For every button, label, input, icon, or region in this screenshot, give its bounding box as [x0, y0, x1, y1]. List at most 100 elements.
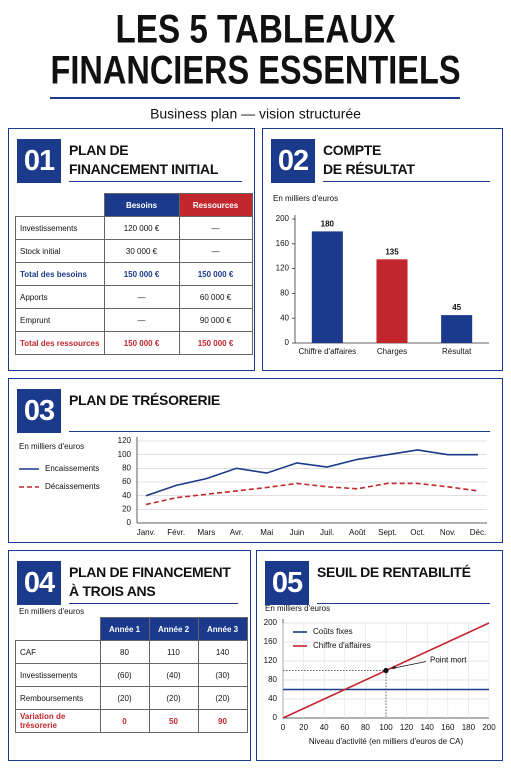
table-cell: (20) — [148, 686, 199, 710]
table-row: Remboursements (20) (20) (20) — [15, 686, 248, 710]
table-header-row: Année 1 Année 2 Année 3 — [16, 617, 248, 641]
x-tick-label: Févr. — [167, 528, 185, 537]
table-cell: 140 — [197, 640, 248, 664]
y-tick-label: 40 — [280, 313, 289, 322]
table-cell: 150 000 € — [103, 331, 180, 355]
annotation-arrowhead — [391, 665, 396, 669]
table-cell: 60 000 € — [178, 285, 253, 309]
row-label: Apports — [15, 285, 105, 309]
table-cell: (60) — [99, 663, 150, 687]
bar — [441, 315, 473, 343]
column-header: Besoins — [103, 193, 180, 217]
y-tick-label: 200 — [264, 618, 278, 627]
panel-number: 04 — [17, 561, 61, 605]
title-line: LES 5 TABLEAUX — [116, 8, 396, 52]
table-cell: 50 — [148, 709, 199, 733]
table-cell: (20) — [197, 686, 248, 710]
value-label: 135 — [385, 247, 399, 256]
y-tick-label: 80 — [280, 289, 289, 298]
y-axis-label: En milliers d'euros — [273, 194, 338, 203]
y-tick-label: 120 — [276, 264, 290, 273]
table: Année 1 Année 2 Année 3 CAF 80 110 140 Investis… — [15, 617, 248, 733]
table-corner — [16, 618, 101, 641]
column-header: Ressources — [178, 193, 253, 217]
title-line: FINANCIERS ESSENTIELS — [51, 49, 461, 93]
annotation-arrow — [391, 661, 427, 669]
y-tick-label: 160 — [276, 239, 290, 248]
x-tick-label: 120 — [400, 723, 414, 732]
x-tick-label: Oct. — [410, 528, 425, 537]
y-axis-label: En milliers d'euros — [265, 604, 330, 613]
panel-title: SEUIL DE RENTABILITÉ — [317, 563, 490, 604]
panel-title-line: PLAN DE — [69, 142, 129, 158]
panel-title: PLAN DE FINANCEMENT À TROIS ANS — [69, 563, 238, 604]
panel-title: PLAN DE TRÉSORERIE — [69, 391, 490, 432]
bar — [311, 231, 343, 343]
chart: En milliers d'euros 0 20 40 60 80 100 120 Janv. F… — [19, 436, 487, 537]
x-tick-label: 140 — [421, 723, 435, 732]
x-tick-label: Mai — [260, 528, 273, 537]
row-label: Emprunt — [15, 308, 105, 332]
panel: 01 PLAN DE FINANCEMENT INITIAL Besoins Resso… — [8, 128, 255, 371]
row-label: Variation de trésorerie — [15, 709, 101, 733]
bar — [376, 259, 408, 343]
column-header: Année 1 — [99, 617, 150, 641]
panel-title-line: PLAN DE TRÉSORERIE — [69, 392, 220, 408]
x-tick-label: Résultat — [441, 347, 472, 356]
table-corner — [16, 194, 105, 217]
panel-number: 05 — [265, 561, 309, 605]
subtitle: Business plan — vision structurée — [150, 106, 361, 122]
panel-number: 02 — [271, 139, 315, 183]
table-row: Stock initial 30 000 € — — [15, 239, 253, 263]
series-line — [145, 449, 478, 497]
table-cell: — — [103, 308, 180, 332]
row-label: Total des besoins — [15, 262, 105, 286]
panel: 02 COMPTE DE RÉSULTAT En milliers d'euros 0 4… — [262, 128, 503, 371]
annotation-label: Point mort — [430, 656, 467, 665]
y-tick-label: 40 — [122, 491, 131, 500]
x-tick-label: Chiffre d'affaires — [298, 347, 357, 356]
row-label: CAF — [15, 640, 101, 664]
table-cell: 110 — [148, 640, 199, 664]
x-tick-label: Janv. — [137, 528, 156, 537]
legend-label: Chiffre d'affaires — [313, 641, 371, 650]
x-tick-label: Mars — [197, 528, 215, 537]
row-label: Remboursements — [15, 686, 101, 710]
x-tick-label: 60 — [340, 723, 349, 732]
table-cell: 80 — [99, 640, 150, 664]
y-tick-label: 0 — [127, 518, 132, 527]
x-tick-label: Juil. — [320, 528, 334, 537]
legend-label: Coûts fixes — [313, 627, 353, 636]
panel-title-line: DE RÉSULTAT — [323, 161, 415, 177]
legend-label: Encaissements — [45, 464, 99, 473]
chart: En milliers d'euros 0 40 80 120 160 200 0 20 40 60… — [264, 604, 497, 746]
x-tick-label: Août — [349, 528, 366, 537]
x-tick-label: Avr. — [230, 528, 244, 537]
y-axis-label: En milliers d'euros — [19, 442, 84, 451]
table-header-row: Besoins Ressources — [16, 193, 253, 217]
panel-number: 03 — [17, 389, 61, 433]
series-line — [145, 482, 479, 506]
category-label-box: Chiffre d'affaires — [298, 347, 357, 356]
y-tick-label: 100 — [118, 450, 132, 459]
x-axis-label: Niveau d'activité (en milliers d'euros d… — [309, 737, 464, 746]
table-row: Variation de trésorerie 0 50 90 — [15, 709, 248, 733]
x-tick-label: 80 — [361, 723, 370, 732]
panel-title-line: COMPTE — [323, 142, 382, 158]
panel-title-line: SEUIL DE RENTABILITÉ — [317, 564, 471, 580]
unit-note: En milliers d'euros — [19, 607, 85, 616]
y-tick-label: 160 — [264, 637, 278, 646]
row-label: Investissements — [15, 663, 101, 687]
x-tick-label: 200 — [482, 723, 496, 732]
x-tick-label: 180 — [462, 723, 476, 732]
table-cell: 90 — [197, 709, 248, 733]
table-row: Total des besoins 150 000 €150 000 € — [15, 262, 253, 286]
panel: 05 SEUIL DE RENTABILITÉ En milliers d'euro… — [256, 550, 503, 761]
panel-title-line: FINANCEMENT INITIAL — [69, 161, 219, 177]
table-cell: — — [178, 216, 253, 240]
y-tick-label: 0 — [285, 338, 290, 347]
x-tick-label: Nov. — [440, 528, 456, 537]
table-row: Apports —60 000 € — [15, 285, 253, 309]
